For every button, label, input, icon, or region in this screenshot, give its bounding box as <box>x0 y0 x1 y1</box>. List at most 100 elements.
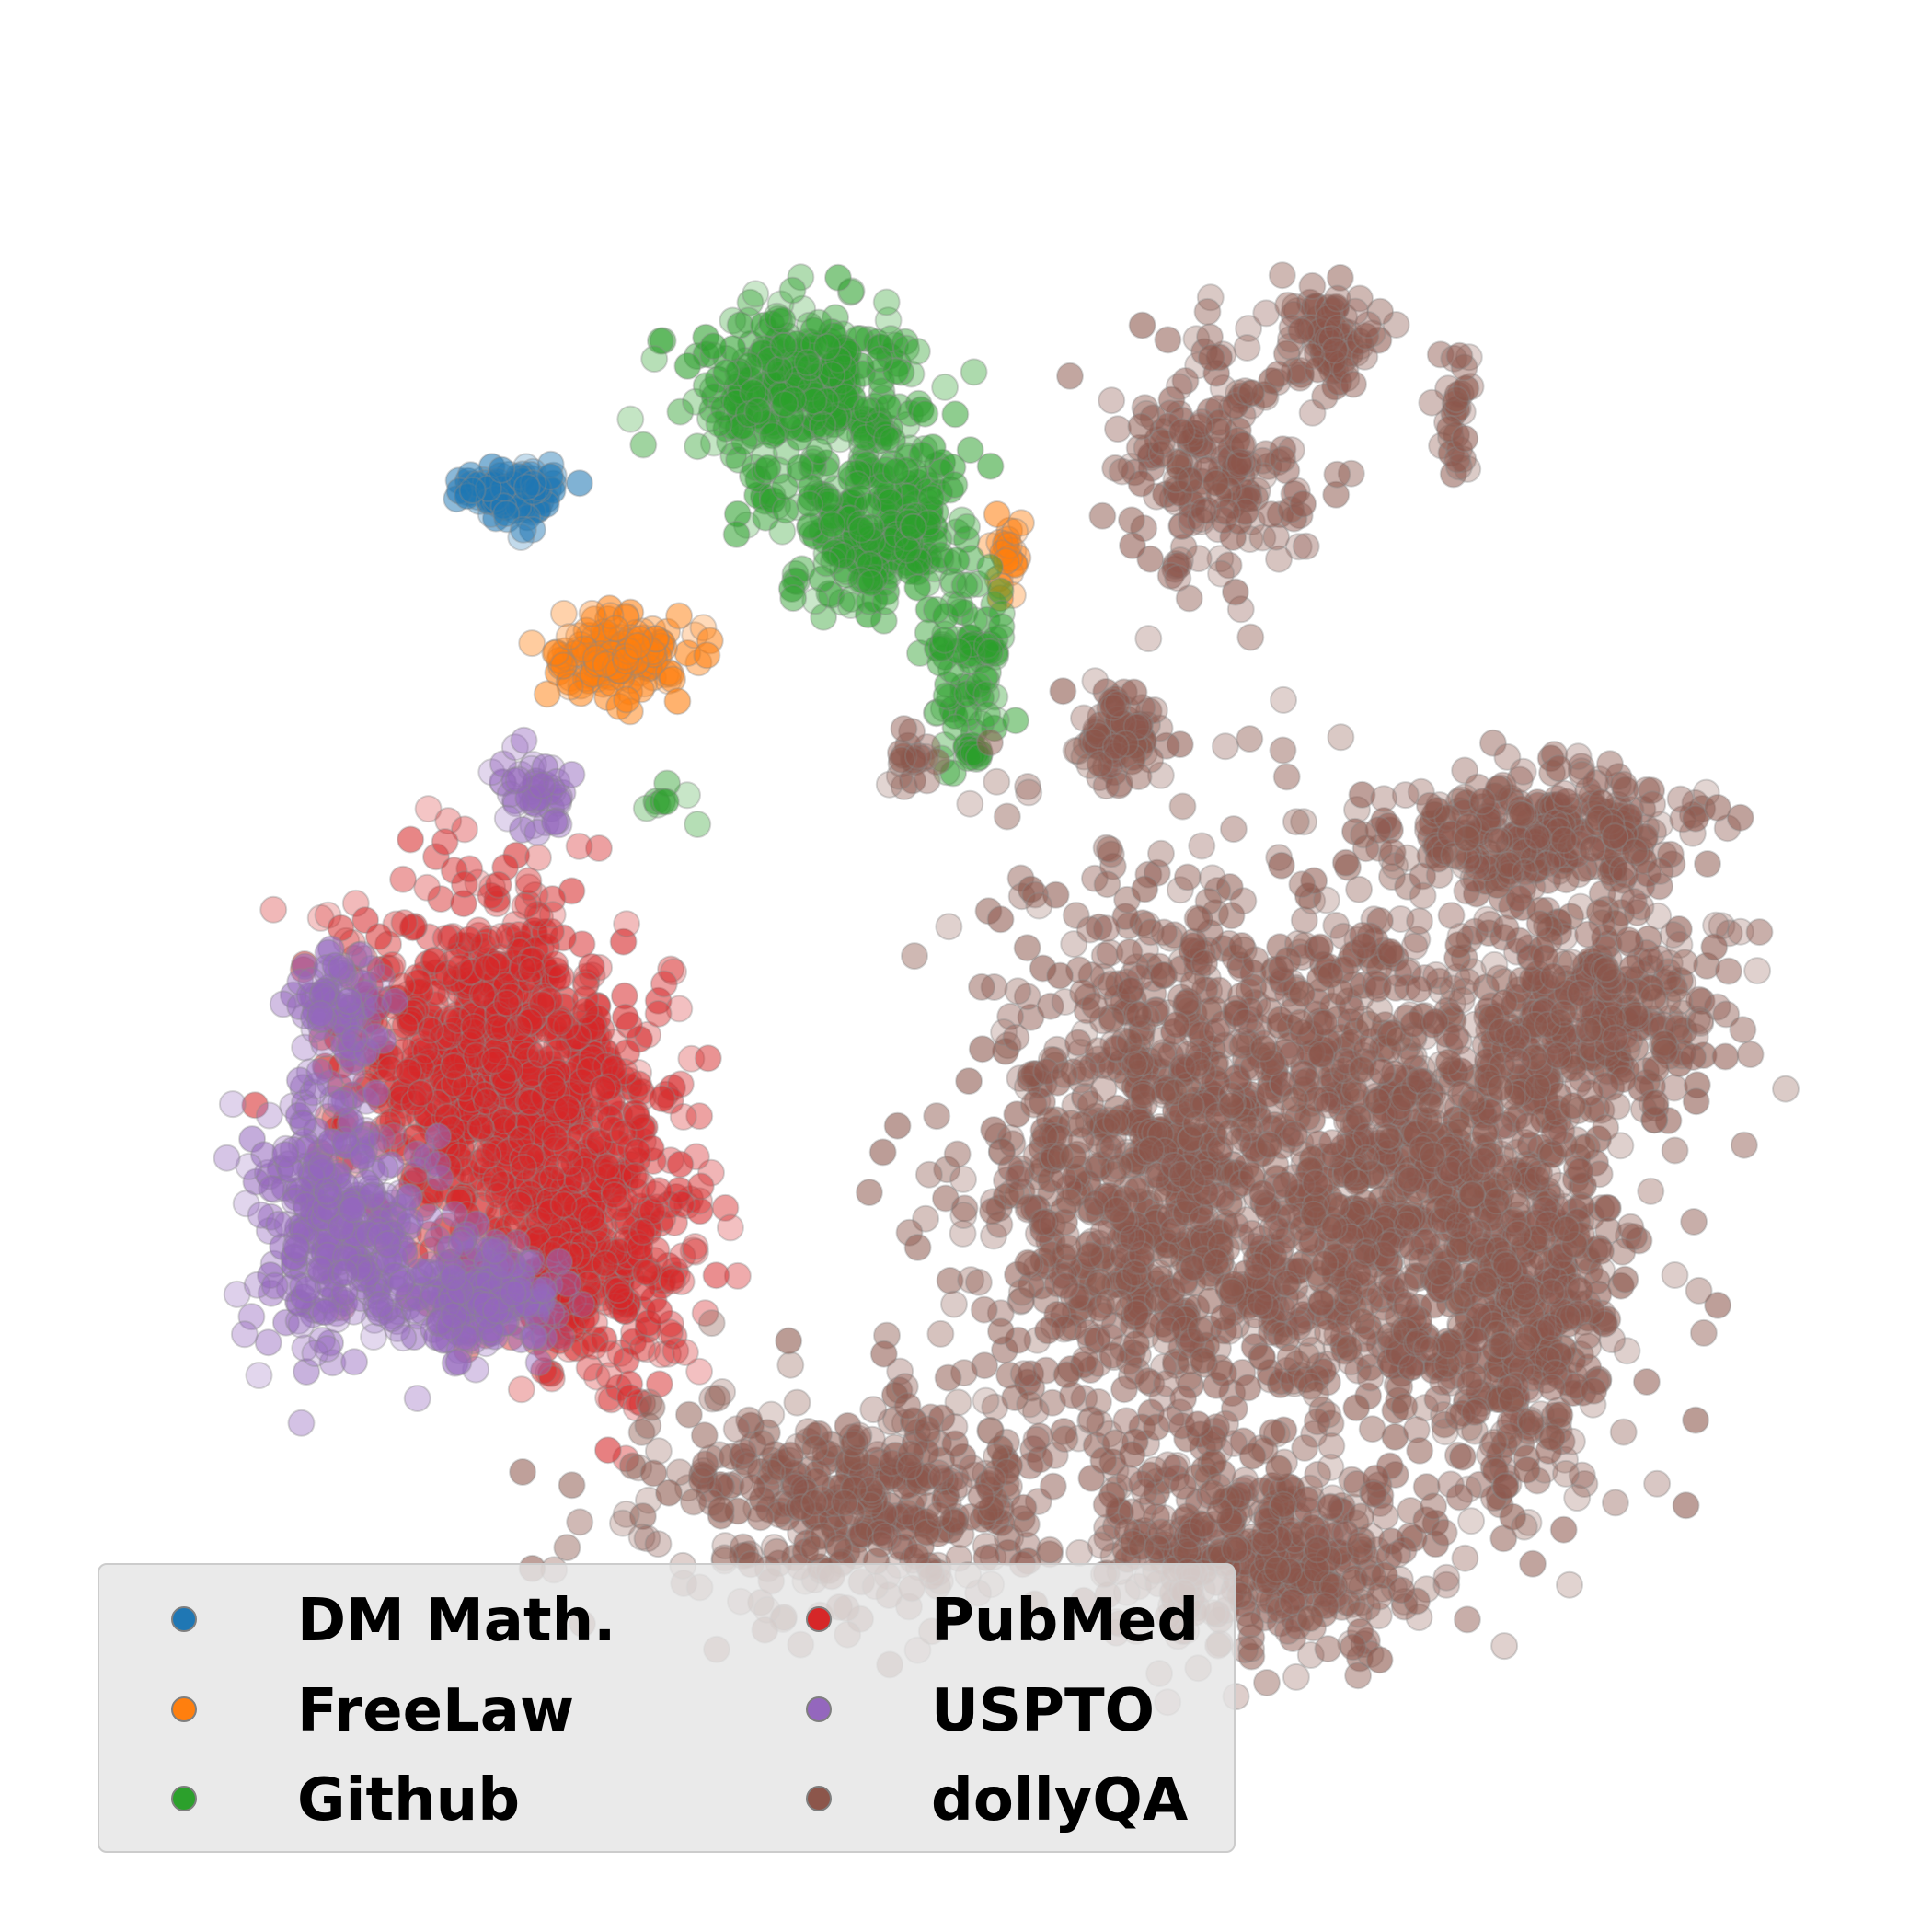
data-point <box>684 811 712 838</box>
data-point <box>612 603 640 630</box>
data-point <box>417 1251 445 1279</box>
data-point <box>862 328 891 356</box>
data-point <box>480 1236 509 1265</box>
series-freelaw-points <box>518 500 1035 726</box>
data-point <box>472 1087 500 1116</box>
data-point <box>621 1162 650 1190</box>
data-point <box>554 1270 582 1298</box>
data-point <box>1376 937 1405 966</box>
data-point <box>1163 1011 1190 1039</box>
data-point <box>1129 1082 1157 1110</box>
data-point <box>973 700 1002 729</box>
data-point <box>993 802 1021 831</box>
data-point <box>474 475 502 502</box>
data-point <box>1267 954 1295 983</box>
data-point <box>1052 1271 1080 1300</box>
data-point <box>542 638 570 667</box>
data-point <box>940 1290 968 1318</box>
data-point <box>596 602 625 630</box>
data-point <box>868 1138 897 1167</box>
data-point <box>992 547 1020 576</box>
data-point <box>779 584 808 613</box>
data-point <box>487 922 515 950</box>
data-point <box>305 1057 334 1086</box>
data-point <box>1177 1091 1205 1120</box>
data-point <box>310 1030 339 1058</box>
data-point <box>623 1103 651 1132</box>
data-point <box>719 306 747 335</box>
data-point <box>613 910 641 938</box>
data-point <box>684 432 712 461</box>
data-point <box>1393 1211 1421 1239</box>
data-point <box>596 1340 625 1368</box>
data-point <box>591 1249 619 1278</box>
data-point <box>914 1160 943 1189</box>
data-point <box>1014 1248 1042 1277</box>
data-point <box>499 1279 527 1307</box>
data-point <box>1306 933 1334 961</box>
data-point <box>645 1297 673 1326</box>
data-point <box>855 1179 883 1207</box>
data-point <box>1050 1315 1078 1343</box>
data-point <box>1007 1278 1036 1306</box>
data-point <box>901 942 928 971</box>
data-point <box>1202 1248 1230 1276</box>
data-point <box>362 995 390 1022</box>
data-point <box>847 515 876 544</box>
data-point <box>389 1324 418 1352</box>
series-dm-math-points <box>443 450 593 551</box>
data-point <box>631 1258 660 1286</box>
data-point <box>1001 517 1029 546</box>
data-point <box>593 1436 622 1465</box>
data-point <box>540 808 569 836</box>
data-point <box>517 1245 546 1273</box>
data-point <box>389 865 418 893</box>
data-point <box>960 358 988 386</box>
data-point <box>968 1035 996 1064</box>
data-point <box>903 337 931 365</box>
data-point <box>922 595 950 624</box>
data-point <box>507 523 535 551</box>
data-point <box>736 288 765 316</box>
data-point <box>1451 1544 1479 1572</box>
data-point <box>1015 778 1043 807</box>
data-point <box>1075 915 1104 944</box>
data-point <box>558 760 586 788</box>
data-point <box>1358 1415 1386 1443</box>
data-point <box>1446 922 1475 950</box>
data-point <box>796 489 824 518</box>
data-point <box>1094 1288 1122 1316</box>
data-point <box>793 348 822 376</box>
data-point <box>943 1140 972 1168</box>
data-point <box>582 644 610 673</box>
data-point <box>450 870 478 899</box>
data-point <box>1102 1108 1131 1136</box>
data-point <box>565 469 593 498</box>
data-point <box>1029 1208 1058 1236</box>
data-point <box>1272 1270 1301 1297</box>
data-point <box>1490 1632 1519 1661</box>
data-point <box>818 511 846 539</box>
data-point <box>1198 864 1226 892</box>
data-point <box>955 1067 983 1096</box>
data-point <box>941 400 970 429</box>
data-point <box>771 496 799 524</box>
data-point <box>1168 792 1197 821</box>
data-point <box>874 306 903 335</box>
data-point <box>763 302 791 330</box>
data-point <box>956 789 984 818</box>
data-point <box>307 1153 336 1180</box>
data-point <box>444 1348 473 1376</box>
data-point <box>1307 1041 1336 1069</box>
data-point <box>1025 891 1053 920</box>
data-point <box>349 1143 377 1171</box>
data-point <box>1363 1087 1392 1115</box>
data-point <box>986 584 1015 613</box>
data-point <box>1348 1307 1376 1336</box>
data-point <box>953 512 982 541</box>
data-point <box>512 473 541 501</box>
data-point <box>976 638 1005 666</box>
data-point <box>1342 1394 1371 1422</box>
data-point <box>1448 1443 1477 1471</box>
data-point <box>1316 960 1344 989</box>
